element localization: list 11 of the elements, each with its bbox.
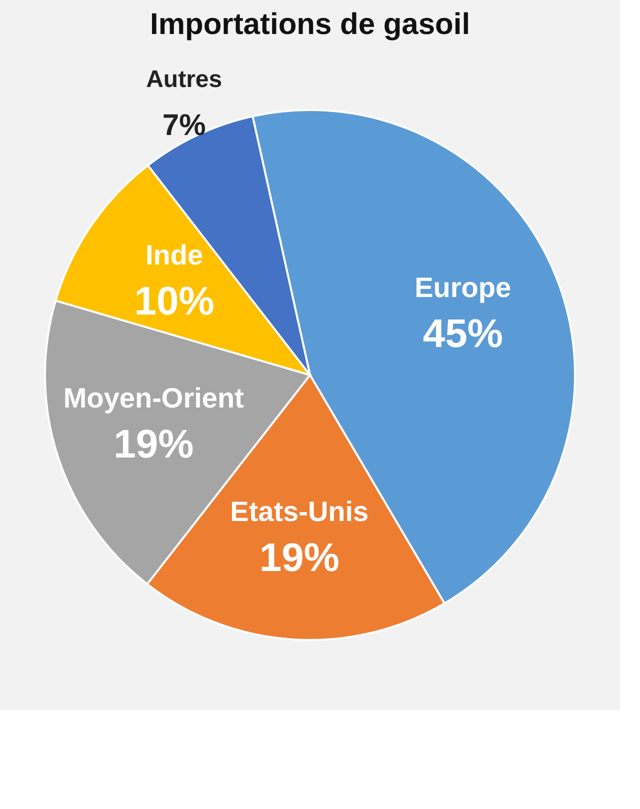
data-label: 19% [114,422,194,466]
slice-label: Autres [146,66,222,94]
data-label: 7% [162,109,206,142]
chart-title: Importations de gasoil [150,8,470,41]
data-label: 10% [134,279,214,324]
slice-label: Europe [414,272,512,303]
data-label: 45% [422,312,503,356]
data-label: 19% [259,536,340,580]
slice-label: Inde [145,239,204,270]
slice-label: Etats-Unis [230,496,369,527]
slice-label: Moyen-Orient [63,382,244,414]
